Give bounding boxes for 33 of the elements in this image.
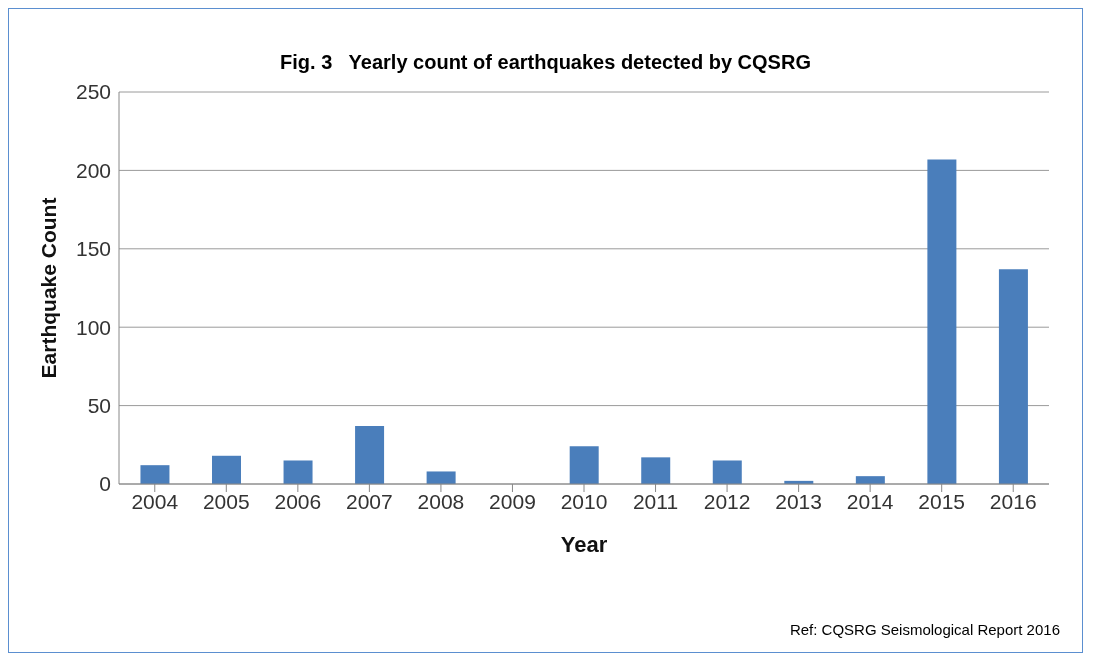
bar: [140, 465, 170, 484]
bar: [283, 460, 313, 484]
x-tick-label: 2012: [703, 489, 751, 513]
chart-title: Fig. 3 Yearly count of earthquakes detected by CQSRG: [279, 51, 812, 74]
y-axis-title: Earthquake Count: [37, 197, 61, 379]
bar: [212, 455, 241, 484]
x-tick-label: 2013: [775, 489, 822, 513]
x-tick-label: 2008: [417, 489, 465, 513]
x-tick-label: 2011: [632, 489, 679, 513]
bar: [426, 471, 456, 484]
y-tick-label: 100: [75, 315, 111, 339]
bar: [569, 446, 599, 484]
bar: [641, 457, 671, 484]
bar: [712, 460, 742, 484]
y-tick-label: 150: [75, 237, 111, 261]
y-tick-label: 250: [75, 80, 111, 104]
y-tick-label: 200: [75, 158, 111, 182]
x-tick-label: 2005: [202, 489, 250, 513]
bar: [355, 425, 385, 484]
x-tick-label: 2016: [989, 489, 1037, 513]
bar: [998, 269, 1028, 484]
x-axis-title: Year: [560, 532, 608, 557]
y-tick-label: 50: [87, 394, 111, 418]
x-tick-label: 2014: [846, 489, 894, 513]
text: Ref: CQSRG Seismological Report 2016: [789, 621, 1060, 638]
y-tick-label: 0: [99, 472, 111, 496]
x-tick-label: 2015: [918, 489, 966, 513]
x-tick-label: 2007: [346, 489, 393, 513]
x-tick-label: 2009: [489, 489, 536, 513]
x-tick-label: 2006: [274, 489, 322, 513]
x-tick-label: 2004: [131, 489, 179, 513]
x-tick-label: 2010: [560, 489, 608, 513]
bar: [927, 159, 957, 484]
